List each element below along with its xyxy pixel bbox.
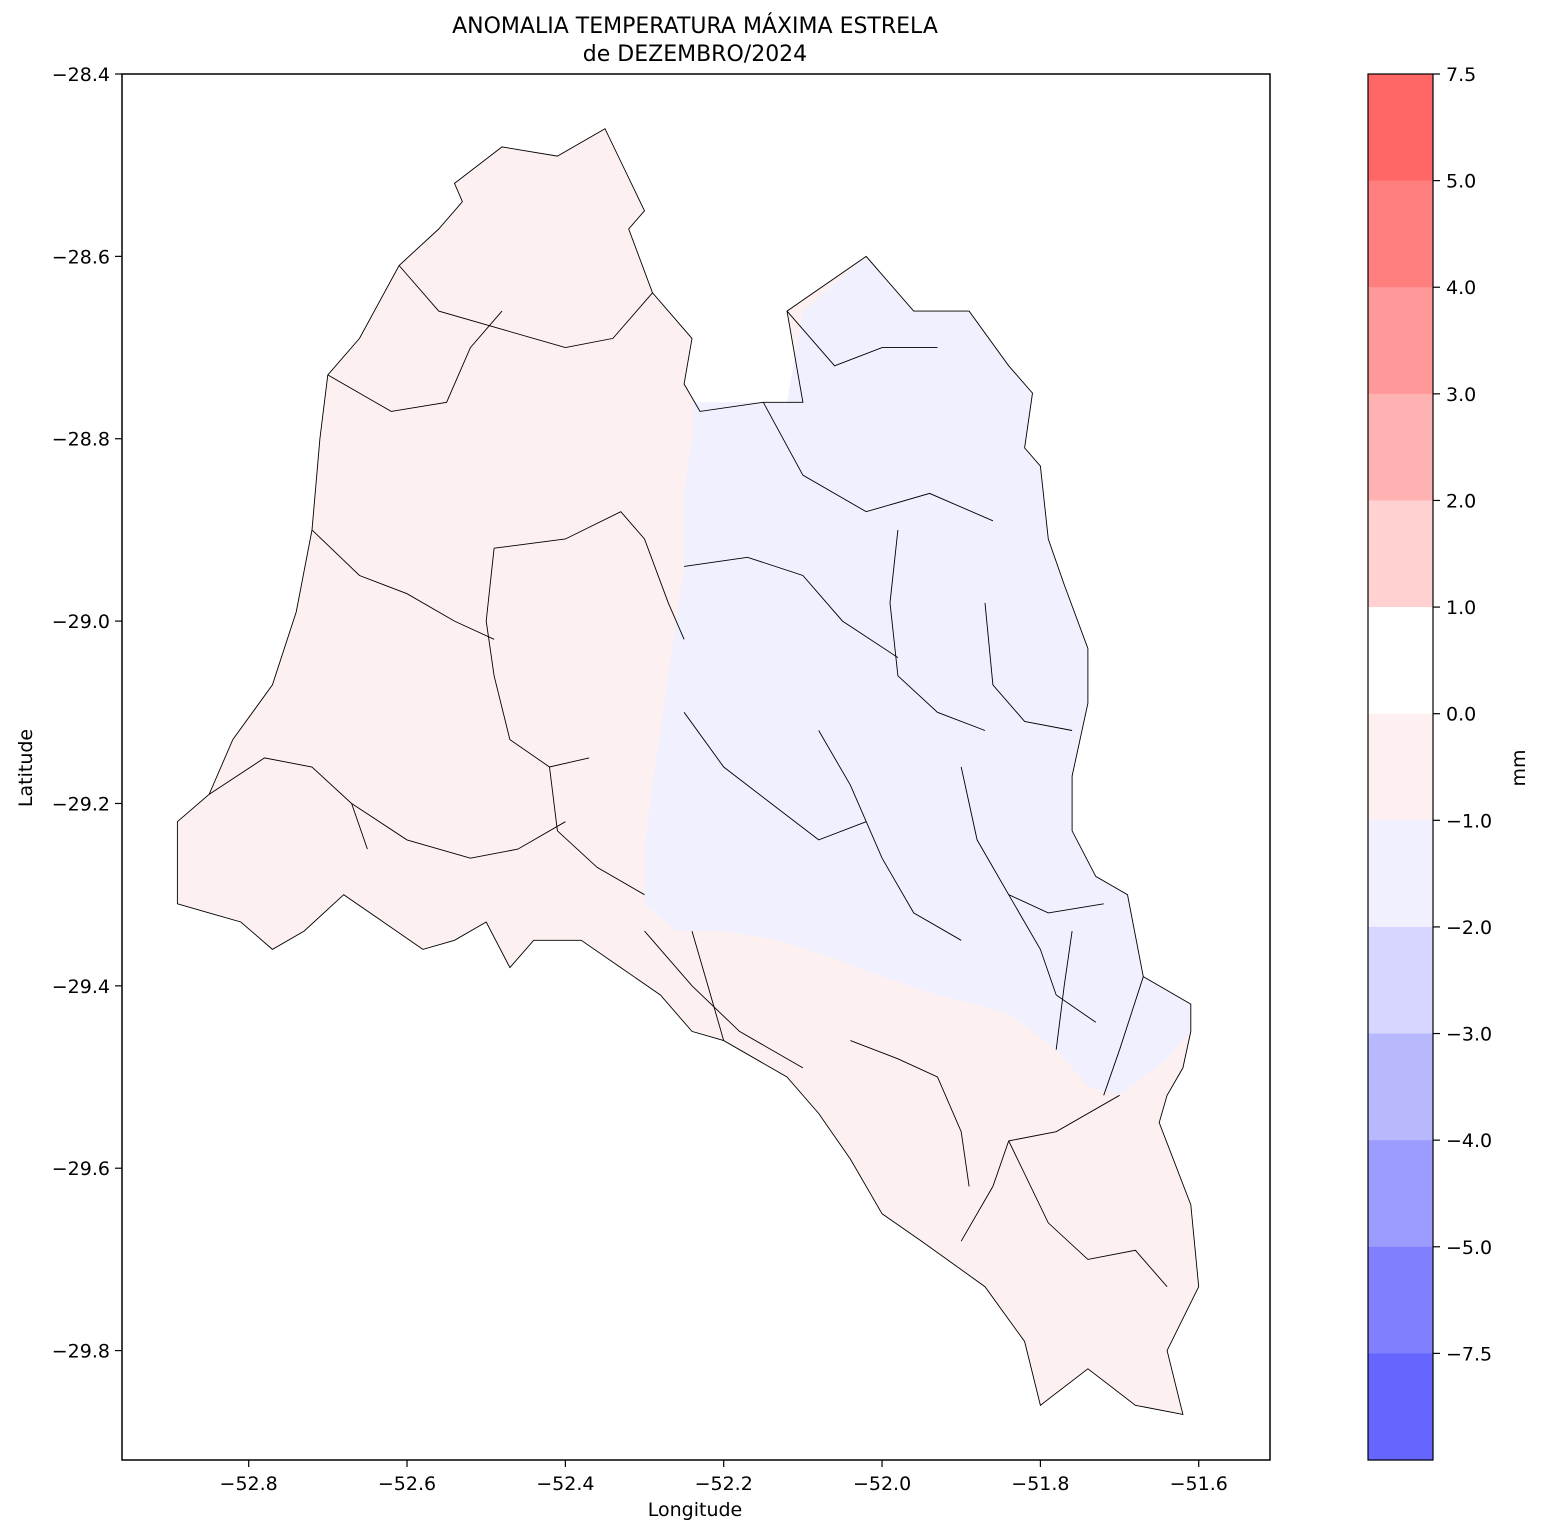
x-tick-label: −51.8 (1011, 1473, 1069, 1495)
colorbar-band (1368, 1140, 1433, 1248)
municipality-border-15 (818, 730, 962, 941)
colorbar-tick-label: −7.5 (1446, 1343, 1492, 1365)
municipality-border-17 (1008, 894, 1097, 1023)
colorbar-band (1368, 1353, 1433, 1461)
colorbar-band (1368, 820, 1433, 928)
x-tick-label: −52.2 (695, 1473, 753, 1495)
municipality-border-14 (683, 712, 867, 841)
map-title-line1: ANOMALIA TEMPERATURA MÁXIMA ESTRELA (452, 13, 938, 39)
municipality-border-4 (485, 548, 590, 768)
municipality-border-1 (398, 265, 653, 349)
municipality-border-23 (1103, 976, 1144, 1096)
colorbar-band (1368, 1033, 1433, 1141)
map-plot-area (121, 73, 1271, 1461)
colorbar-tick-label: 1.0 (1446, 597, 1476, 619)
y-tick-label: −29.0 (52, 611, 110, 633)
municipality-borders (176, 128, 1200, 1415)
y-axis-label: Latitude (15, 729, 37, 807)
municipality-border-6 (351, 803, 566, 859)
municipality-border-5 (208, 757, 368, 850)
plot-frame (121, 73, 1271, 1461)
y-tick-label: −28.4 (52, 64, 110, 86)
x-axis-ticks: −52.8 −52.6 −52.4 −52.2 −52.0 −51.8 −51.6 (220, 1460, 1228, 1495)
municipality-border-11 (684, 556, 899, 658)
x-tick-label: −52.4 (536, 1473, 594, 1495)
negative-anomaly-region (644, 256, 1191, 1096)
map-title-line2: de DEZEMBRO/2024 (583, 42, 807, 67)
municipality-border-7 (549, 766, 645, 896)
y-tick-label: −29.6 (52, 1158, 110, 1180)
colorbar-band (1368, 607, 1433, 715)
municipality-border-22 (1055, 931, 1073, 1050)
municipality-border-19 (1008, 1140, 1168, 1287)
colorbar-tick-label: −4.0 (1446, 1130, 1492, 1152)
municipality-border-3 (494, 511, 685, 640)
colorbar-tick-label: 7.5 (1446, 64, 1476, 86)
colorbar-band (1368, 500, 1433, 608)
y-tick-label: −29.8 (52, 1341, 110, 1363)
y-tick-label: −29.4 (52, 976, 110, 998)
x-tick-label: −52.6 (378, 1473, 436, 1495)
colorbar-tick-label: −1.0 (1446, 810, 1492, 832)
x-tick-label: −52.0 (853, 1473, 911, 1495)
municipality-border-12 (889, 529, 986, 731)
y-tick-label: −29.2 (52, 793, 110, 815)
colorbar-frame (1367, 73, 1434, 1461)
colorbar-tick-label: −5.0 (1446, 1237, 1492, 1259)
x-tick-label: −52.8 (220, 1473, 278, 1495)
colorbar-band (1368, 393, 1433, 502)
municipality-border-2 (311, 529, 495, 640)
colorbar-tick-label: −2.0 (1446, 917, 1492, 939)
municipality-border-9 (762, 402, 994, 522)
municipality-border-0 (327, 310, 503, 412)
colorbar-tick-label: 2.0 (1446, 490, 1476, 512)
municipality-border-13 (984, 602, 1073, 731)
x-axis-label: Longitude (648, 1499, 743, 1521)
municipality-border-10 (786, 310, 938, 367)
colorbar-tick-label: 0.0 (1446, 704, 1476, 726)
y-tick-label: −28.8 (52, 429, 110, 451)
state-outline (176, 128, 1200, 1415)
colorbar-band (1368, 713, 1433, 821)
municipality-regions (177, 128, 1199, 1415)
colorbar-band (1368, 180, 1433, 288)
municipality-border-8 (644, 930, 804, 1069)
colorbar-band (1368, 287, 1433, 395)
colorbar: 7.5 5.0 4.0 3.0 2.0 1.0 0.0 −1.0 −2.0 −3.0 −4.0 −5.… (1367, 64, 1492, 1461)
municipality-border-21 (691, 930, 725, 1041)
colorbar-tick-label: 5.0 (1446, 171, 1476, 193)
y-axis-ticks: −28.4 −28.6 −28.8 −29.0 −29.2 −29.4 −29.6 −29.8 (52, 64, 122, 1363)
colorbar-label: mm (1508, 749, 1530, 786)
municipality-border-20 (850, 1040, 970, 1187)
colorbar-tick-label: 4.0 (1446, 277, 1476, 299)
colorbar-band (1368, 926, 1433, 1035)
x-tick-label: −51.6 (1170, 1473, 1228, 1495)
colorbar-tick-label: −3.0 (1446, 1024, 1492, 1046)
colorbar-band (1368, 1246, 1433, 1354)
y-tick-label: −28.6 (52, 246, 110, 268)
colorbar-tick-label: 3.0 (1446, 384, 1476, 406)
colorbar-band (1368, 74, 1433, 182)
